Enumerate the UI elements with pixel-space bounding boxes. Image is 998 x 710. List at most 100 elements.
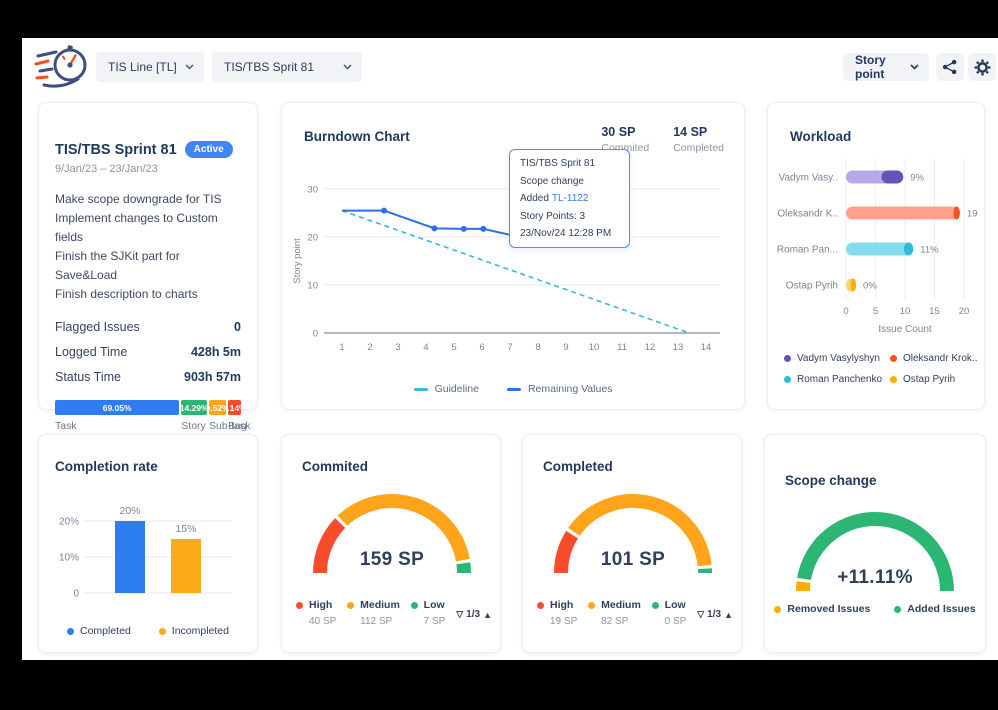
svg-text:1: 1 <box>339 342 344 353</box>
burndown-card: Burndown Chart 30 SP Commited 14 SP Comp… <box>281 102 745 410</box>
scope-change-card: Scope change +11.11% Removed Issues Adde… <box>764 434 986 653</box>
project-select-value: TIS Line [TL] <box>108 60 177 74</box>
svg-text:15: 15 <box>929 306 940 317</box>
sprint-status-badge: Active <box>184 141 233 158</box>
svg-text:7: 7 <box>507 342 512 353</box>
pager-down-icon[interactable]: ▽ <box>697 609 705 619</box>
legend-added-issues[interactable]: Added Issues <box>894 603 976 615</box>
committed-stat: 30 SP Commited <box>601 125 650 154</box>
pager-text: 1/3 <box>466 609 481 620</box>
legend-low: Low 7 SP <box>410 599 445 627</box>
burndown-title: Burndown Chart <box>304 129 410 144</box>
stat-flagged-issues: Flagged Issues 0 <box>55 320 241 334</box>
legend-completed[interactable]: Completed <box>67 625 131 637</box>
completion-legend: Completed Incompleted <box>39 625 257 637</box>
sprint-date-range: 9/Jan/23 – 23/Jan/23 <box>55 163 158 175</box>
pager-up-icon[interactable]: ▲ <box>483 609 492 620</box>
unit-select[interactable]: Story point <box>843 53 929 81</box>
tooltip-event: Scope change <box>520 175 584 187</box>
svg-text:15%: 15% <box>175 523 196 535</box>
medium-dot <box>347 601 355 609</box>
svg-text:2: 2 <box>367 342 372 353</box>
legend-removed-issues[interactable]: Removed Issues <box>774 603 870 615</box>
svg-text:3: 3 <box>395 342 400 353</box>
pager-up-icon[interactable]: ▲ <box>724 609 733 620</box>
burndown-legend: Guideline Remaining Values <box>282 383 744 395</box>
sprint-title: TIS/TBS Sprint 81 <box>55 141 177 158</box>
completion-title: Completion rate <box>55 459 158 474</box>
top-bar: TIS Line [TL] TIS/TBS Sprit 81 Story poi… <box>22 38 998 96</box>
distribution-labels: Task Story Sub-task Bug <box>55 420 250 432</box>
completed-total: 101 SP <box>600 549 666 570</box>
pager-text: 1/3 <box>707 609 722 620</box>
completion-rate-card: Completion rate 0 10% 20% 20% 15% Completed … <box>38 434 258 653</box>
legend-roman[interactable]: Roman Panchenko <box>784 374 886 385</box>
completion-chart[interactable]: 0 10% 20% 20% 15% <box>49 481 245 623</box>
legend-guideline[interactable]: Guideline <box>413 383 479 395</box>
svg-text:13: 13 <box>673 342 684 353</box>
issue-type-distribution: 69.05%14.29%9.52%7.14% Task StorySub-task… <box>55 400 250 432</box>
distribution-segment-label: Story <box>181 420 206 432</box>
sprint-select[interactable]: TIS/TBS Sprit 81 <box>212 52 362 82</box>
completed-card: Completed 101 SP High 19 SP Medium 82 SP… <box>522 434 742 653</box>
scope-gauge[interactable] <box>777 491 973 603</box>
remaining-swatch <box>506 387 521 391</box>
sprint-info-card: TIS/TBS Sprint 81 Active 9/Jan/23 – 23/J… <box>38 102 258 432</box>
gear-icon <box>974 59 990 75</box>
stopwatch-logo-icon <box>34 45 87 88</box>
workload-chart[interactable]: 0 5 10 15 20 Issue Count Vadym Vasy.. 9% Oleksan… <box>776 151 978 343</box>
legend-ostap[interactable]: Ostap Pyrih <box>890 374 977 385</box>
svg-text:Issue Count: Issue Count <box>878 324 932 335</box>
ostap-dot <box>890 376 897 383</box>
distribution-segment-label: Task <box>55 420 77 432</box>
completed-gauge[interactable] <box>535 473 731 585</box>
legend-low: Low 0 SP <box>651 599 686 627</box>
svg-text:10%: 10% <box>59 553 79 564</box>
svg-text:19%: 19% <box>967 209 978 220</box>
completed-stat: 14 SP Completed <box>673 125 724 154</box>
commited-pager: ▽ 1/3 ▲ <box>456 602 492 627</box>
svg-text:20: 20 <box>959 306 970 317</box>
sprint-description: Make scope downgrade for TIS Implement c… <box>55 192 222 301</box>
tooltip-added-label: Added <box>520 193 549 204</box>
workload-card: Workload 0 5 10 15 20 Issue Count Vadym Vasy..… <box>767 102 985 410</box>
svg-text:11: 11 <box>617 342 627 353</box>
chart-tooltip: TIS/TBS Sprit 81 Scope change Added TL-11… <box>509 149 630 248</box>
legend-incompleted[interactable]: Incompleted <box>158 625 229 637</box>
legend-vadym[interactable]: Vadym Vasylyshyn <box>784 353 886 364</box>
vadym-dot <box>784 355 791 362</box>
high-dot <box>296 601 303 609</box>
project-select[interactable]: TIS Line [TL] <box>96 52 204 82</box>
commited-legend: High 40 SP Medium 112 SP Low 7 SP ▽ 1/3 … <box>296 599 492 627</box>
svg-text:10: 10 <box>900 306 911 317</box>
legend-remaining-values[interactable]: Remaining Values <box>506 383 612 395</box>
tooltip-issue-link[interactable]: TL-1122 <box>551 193 589 204</box>
svg-text:20%: 20% <box>119 505 140 517</box>
svg-text:12: 12 <box>645 342 656 353</box>
commited-card: Commited 159 SP High 40 SP Medium 112 SP… <box>281 434 501 653</box>
commited-gauge[interactable] <box>294 473 490 585</box>
tooltip-story-points: Story Points: 3 <box>520 210 586 222</box>
scope-legend: Removed Issues Added Issues <box>765 603 985 615</box>
legend-oleksandr[interactable]: Oleksandr Krok.. <box>890 353 977 364</box>
oleksandr-dot <box>890 355 897 362</box>
settings-button[interactable] <box>968 53 996 81</box>
svg-text:0: 0 <box>843 306 848 317</box>
completed-title: Completed <box>543 459 613 474</box>
svg-text:0: 0 <box>313 329 318 340</box>
pager-down-icon[interactable]: ▽ <box>456 609 464 619</box>
roman-dot <box>784 376 791 383</box>
svg-text:Roman Pan...: Roman Pan... <box>777 245 838 256</box>
distribution-segment-label: Bug <box>228 420 247 432</box>
svg-text:5: 5 <box>873 306 878 317</box>
medium-dot <box>588 601 596 609</box>
svg-text:9: 9 <box>563 342 568 353</box>
share-button[interactable] <box>936 53 964 81</box>
chevron-down-icon <box>185 64 194 70</box>
svg-text:11%: 11% <box>920 245 939 256</box>
sprint-select-value: TIS/TBS Sprit 81 <box>224 60 315 74</box>
svg-text:Story point: Story point <box>292 238 303 284</box>
completed-pager: ▽ 1/3 ▲ <box>697 602 733 627</box>
legend-medium: Medium 82 SP <box>588 599 641 627</box>
